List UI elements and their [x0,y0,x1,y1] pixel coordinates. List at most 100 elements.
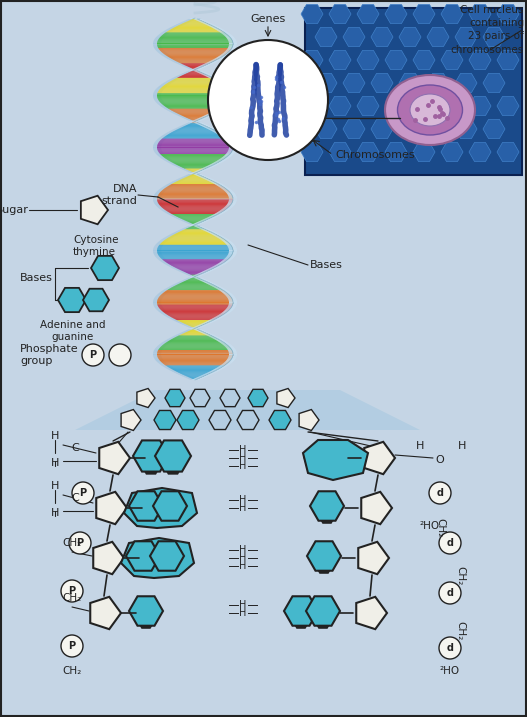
Polygon shape [160,36,230,37]
Polygon shape [179,22,189,24]
Text: H: H [239,445,247,455]
Polygon shape [162,86,228,87]
Polygon shape [171,233,181,234]
Polygon shape [179,62,211,63]
Polygon shape [171,336,181,338]
Polygon shape [96,492,127,524]
Polygon shape [177,75,187,76]
Polygon shape [175,231,184,232]
Polygon shape [155,360,164,361]
Polygon shape [222,85,231,86]
Polygon shape [189,175,201,176]
Polygon shape [181,65,191,66]
Polygon shape [163,157,227,158]
Polygon shape [195,123,205,124]
Polygon shape [168,131,178,133]
Polygon shape [159,260,169,261]
Polygon shape [211,60,221,61]
Text: H: H [239,600,247,610]
Polygon shape [154,90,163,92]
Polygon shape [229,96,237,97]
Polygon shape [220,313,230,314]
Polygon shape [224,310,233,311]
Polygon shape [137,613,155,629]
Polygon shape [157,145,233,146]
Polygon shape [153,356,162,357]
Polygon shape [162,210,171,212]
Polygon shape [158,349,232,350]
Polygon shape [163,31,172,32]
Polygon shape [185,274,195,275]
Polygon shape [357,97,379,115]
Polygon shape [371,73,393,92]
Polygon shape [310,491,344,521]
Polygon shape [83,289,109,311]
Polygon shape [169,27,179,28]
Polygon shape [75,390,420,430]
Polygon shape [159,192,231,193]
Polygon shape [469,50,491,70]
Polygon shape [169,30,221,31]
Polygon shape [155,102,164,103]
Polygon shape [158,98,232,99]
Polygon shape [199,73,209,75]
Polygon shape [187,118,203,119]
Polygon shape [214,161,224,162]
Polygon shape [153,41,162,42]
Polygon shape [193,329,203,330]
Polygon shape [187,72,203,73]
Polygon shape [164,264,174,265]
Polygon shape [173,79,217,80]
Polygon shape [224,258,233,260]
Polygon shape [157,242,166,243]
Polygon shape [203,230,213,231]
Polygon shape [214,265,224,266]
Text: H: H [239,545,247,555]
Polygon shape [172,369,218,370]
Polygon shape [164,364,226,366]
Polygon shape [224,362,233,363]
Polygon shape [168,28,178,29]
Polygon shape [173,130,217,131]
Polygon shape [199,272,209,273]
Polygon shape [201,178,211,179]
Polygon shape [216,133,226,134]
Polygon shape [227,255,236,256]
Polygon shape [153,352,161,353]
Polygon shape [171,267,181,268]
Polygon shape [175,61,215,62]
Polygon shape [201,271,211,272]
Polygon shape [219,210,228,212]
Text: H: H [239,553,247,563]
Polygon shape [227,38,235,39]
Polygon shape [199,220,209,222]
Polygon shape [187,171,197,172]
Polygon shape [184,280,206,281]
Polygon shape [164,212,174,213]
Polygon shape [165,389,185,407]
Polygon shape [227,151,236,152]
Polygon shape [184,324,206,325]
Polygon shape [187,277,197,278]
Polygon shape [197,325,207,326]
Polygon shape [156,36,165,37]
Polygon shape [155,153,164,154]
Polygon shape [157,87,166,88]
Text: P: P [76,538,84,548]
Polygon shape [226,153,235,154]
Polygon shape [161,35,229,36]
Polygon shape [195,20,205,21]
Polygon shape [181,168,191,169]
Polygon shape [165,342,225,343]
Polygon shape [225,243,234,244]
Polygon shape [167,82,223,83]
Polygon shape [364,442,395,474]
Polygon shape [158,195,232,196]
Polygon shape [228,92,237,93]
Polygon shape [162,241,228,242]
Polygon shape [229,196,237,198]
Polygon shape [175,319,215,320]
Polygon shape [184,168,206,169]
Polygon shape [177,230,187,231]
Polygon shape [162,342,171,343]
